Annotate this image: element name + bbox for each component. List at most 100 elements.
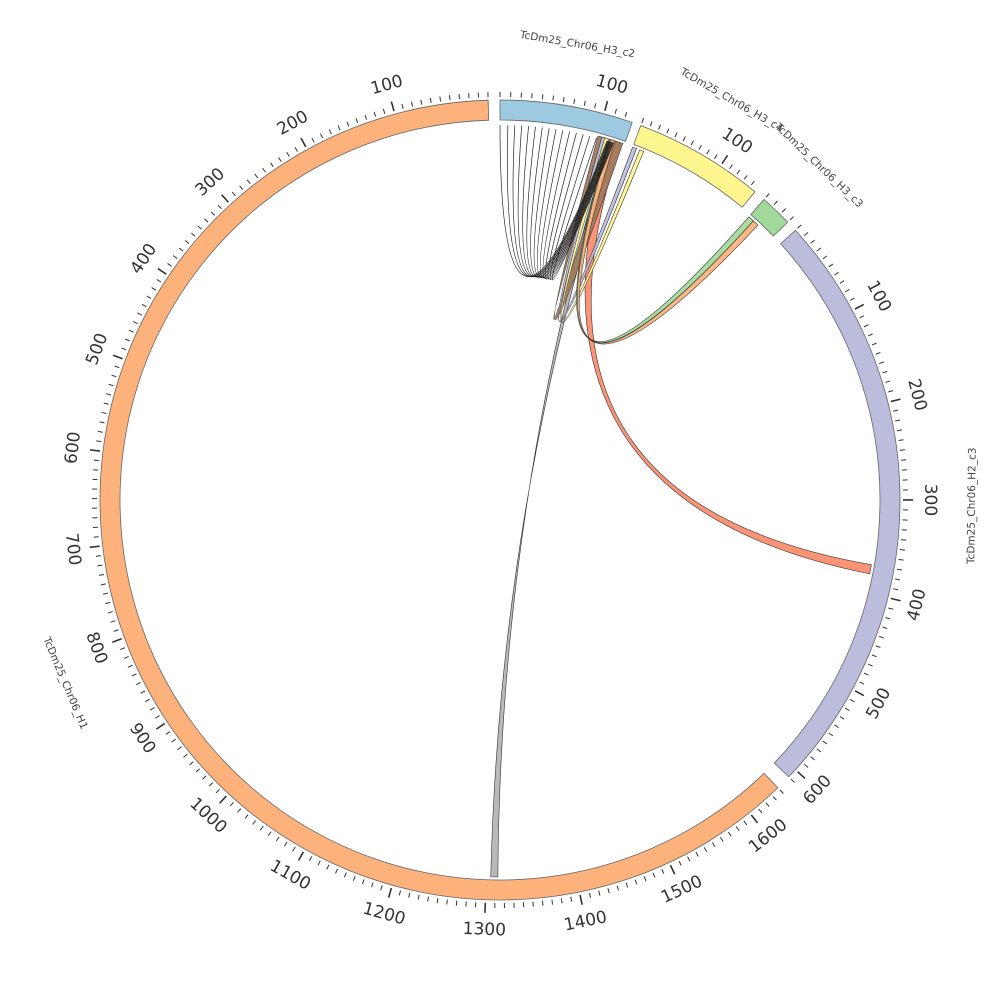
minor-tick [317, 860, 321, 866]
minor-tick [885, 617, 891, 620]
minor-tick [893, 588, 899, 591]
minor-tick [781, 208, 786, 213]
minor-tick [844, 288, 850, 293]
minor-tick [292, 846, 296, 852]
minor-tick [849, 297, 855, 301]
minor-tick [552, 95, 555, 101]
minor-tick [687, 856, 691, 862]
minor-tick [898, 558, 904, 561]
minor-tick [839, 716, 845, 720]
minor-tick [714, 154, 718, 160]
minor-tick [743, 175, 748, 180]
minor-tick [177, 746, 182, 751]
major-tick [112, 354, 123, 360]
minor-tick [121, 347, 127, 351]
minor-tick [616, 885, 620, 891]
minor-tick [729, 164, 733, 170]
major-tick [669, 864, 676, 875]
minor-tick [352, 875, 356, 881]
link-H3_c4-H3_c2-3 [558, 136, 637, 322]
tick-label-H1-100: 100 [369, 71, 406, 99]
minor-tick [309, 856, 313, 862]
minor-tick [797, 224, 802, 229]
line-link-10 [542, 131, 613, 279]
minor-tick [135, 681, 141, 686]
minor-tick [382, 108, 386, 114]
tick-label-H1-400: 400 [126, 240, 161, 278]
minor-tick [727, 831, 732, 837]
minor-tick [711, 842, 716, 848]
minor-tick [583, 100, 586, 107]
minor-tick [246, 179, 251, 185]
minor-tick [859, 315, 865, 319]
minor-tick [178, 247, 184, 252]
segment-label-H3_c3: TcDm25_Chr06_H3_c3 [772, 120, 865, 210]
minor-tick [141, 303, 147, 308]
tick-label-H1-1600: 1600 [745, 815, 791, 858]
major-tick [221, 194, 230, 203]
segment-label-H1: TcDm25_Chr06_H1 [40, 634, 90, 731]
minor-tick [455, 900, 458, 906]
minor-tick [779, 789, 784, 794]
tick-label-H1-800: 800 [81, 629, 111, 666]
minor-tick [448, 95, 451, 101]
minor-tick [401, 103, 404, 109]
tick-label-H1-1200: 1200 [361, 899, 408, 930]
minor-tick [772, 796, 777, 801]
major-tick [155, 722, 166, 730]
minor-tick [849, 699, 855, 703]
major-tick [797, 771, 806, 780]
minor-tick [183, 753, 188, 758]
tick-label-H3_c2-100: 100 [594, 71, 631, 99]
minor-tick [320, 133, 324, 139]
minor-tick [410, 101, 413, 107]
segment-H3_c3 [750, 198, 789, 237]
minor-tick [735, 826, 740, 831]
minor-tick [140, 690, 146, 694]
major-tick [890, 398, 901, 403]
minor-tick [436, 898, 439, 904]
major-tick [297, 851, 305, 861]
major-tick [890, 597, 901, 602]
minor-tick [658, 124, 661, 130]
major-tick [111, 638, 122, 643]
segment-H3_c2 [499, 99, 633, 142]
minor-tick [896, 429, 903, 432]
minor-tick [879, 635, 885, 639]
minor-tick [743, 820, 748, 826]
minor-tick [844, 707, 850, 712]
minor-tick [195, 768, 201, 773]
tick-label-H3_c4-100: 100 [718, 124, 756, 159]
minor-tick [810, 756, 815, 761]
minor-tick [107, 611, 113, 614]
minor-tick [834, 271, 839, 276]
minor-tick [105, 601, 111, 605]
major-tick [579, 894, 583, 905]
minor-tick [408, 892, 411, 898]
minor-tick [828, 263, 834, 268]
minor-tick [417, 894, 420, 900]
minor-tick [765, 193, 770, 198]
minor-tick [822, 255, 828, 260]
major-tick [387, 887, 393, 898]
minor-tick [875, 645, 881, 648]
minor-tick [834, 724, 839, 729]
minor-tick [204, 218, 209, 223]
minor-tick [541, 900, 544, 906]
minor-tick [267, 831, 272, 837]
minor-tick [816, 748, 822, 753]
minor-tick [429, 97, 432, 104]
minor-tick [863, 324, 869, 328]
minor-tick [262, 167, 266, 173]
minor-tick [100, 583, 106, 586]
labels-layer: 100 200 300 400 500 600 700 800 900 1000 1100 1200 1… [40, 29, 979, 941]
minor-tick [690, 140, 694, 146]
tick-label-H1-500: 500 [82, 331, 112, 368]
minor-tick [103, 402, 109, 405]
major-tick [219, 795, 228, 804]
minor-tick [328, 129, 332, 135]
minor-tick [294, 147, 298, 152]
minor-tick [895, 578, 901, 581]
minor-tick [132, 321, 138, 325]
minor-tick [867, 333, 873, 337]
